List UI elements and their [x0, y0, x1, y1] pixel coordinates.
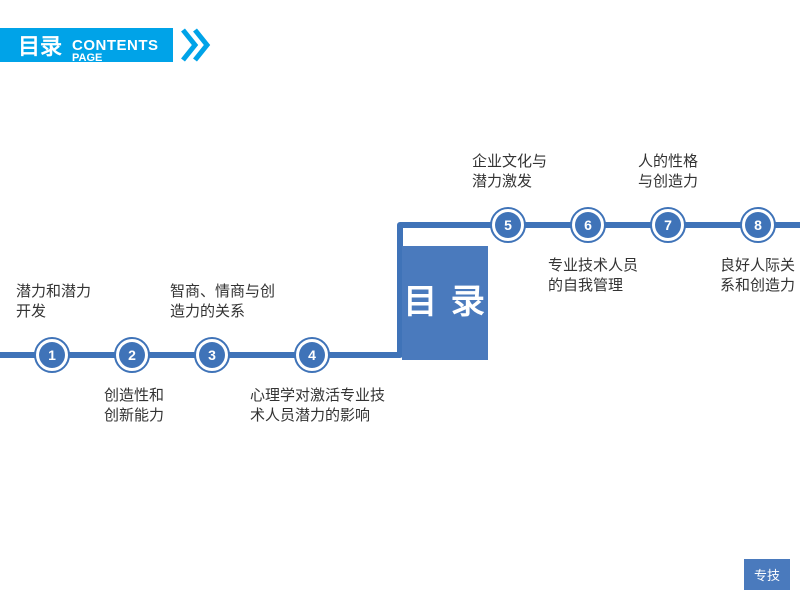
connector-line [0, 0, 800, 600]
toc-node-number: 4 [299, 342, 325, 368]
toc-label-1: 潜力和潜力 开发 [16, 282, 91, 323]
toc-label-8: 良好人际关 系和创造力 [720, 256, 795, 297]
toc-node-number: 1 [39, 342, 65, 368]
toc-node-number: 2 [119, 342, 145, 368]
center-box: 目 录 [402, 246, 488, 360]
toc-node-8: 8 [740, 207, 776, 243]
toc-node-4: 4 [294, 337, 330, 373]
toc-node-number: 5 [495, 212, 521, 238]
toc-label-7: 人的性格 与创造力 [638, 152, 698, 193]
center-box-label: 目 录 [403, 283, 486, 322]
toc-node-7: 7 [650, 207, 686, 243]
toc-node-2: 2 [114, 337, 150, 373]
toc-node-5: 5 [490, 207, 526, 243]
toc-node-number: 3 [199, 342, 225, 368]
toc-node-number: 8 [745, 212, 771, 238]
contents-diagram: 目 录 1 2 3 4 5 6 7 8 潜力和潜力 开发创造性和 创新能力 智商、情商与创 造力… [0, 0, 800, 600]
toc-label-6: 专业技术人员 的自我管理 [548, 256, 638, 297]
toc-node-number: 7 [655, 212, 681, 238]
footer-badge: 专技 [744, 559, 790, 590]
toc-label-3: 智商、情商与创 造力的关系 [170, 282, 275, 323]
toc-node-3: 3 [194, 337, 230, 373]
toc-label-5: 企业文化与 潜力激发 [472, 152, 547, 193]
footer-label: 专技 [754, 568, 780, 583]
toc-node-1: 1 [34, 337, 70, 373]
toc-label-4: 心理学对激活专业技 术人员潜力的影响 [250, 386, 385, 427]
toc-node-6: 6 [570, 207, 606, 243]
toc-label-2: 创造性和 创新能力 [104, 386, 164, 427]
toc-node-number: 6 [575, 212, 601, 238]
